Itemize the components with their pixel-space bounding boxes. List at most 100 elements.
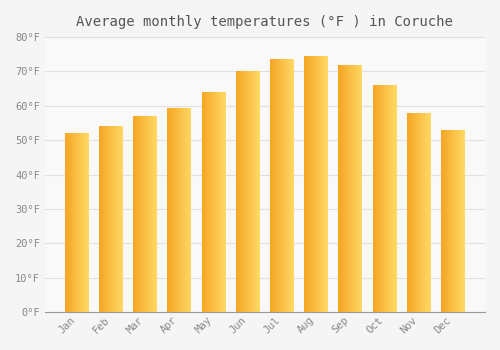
Bar (387, 85, 388, 312)
Bar (410, 113, 411, 312)
Bar (279, 60, 280, 312)
Bar (146, 116, 147, 312)
Bar (346, 65, 347, 312)
Bar (68, 133, 69, 312)
Bar (240, 71, 241, 312)
Bar (114, 126, 115, 312)
Bar (461, 130, 462, 312)
Bar (419, 113, 420, 312)
Bar (134, 116, 135, 312)
Bar (451, 130, 452, 312)
Bar (115, 126, 116, 312)
Bar (122, 126, 123, 312)
Bar (444, 130, 445, 312)
Bar (74, 133, 75, 312)
Bar (136, 116, 137, 312)
Bar (322, 56, 323, 312)
Bar (88, 133, 89, 312)
Bar (314, 56, 316, 312)
Bar (355, 65, 356, 312)
Bar (460, 130, 461, 312)
Bar (416, 113, 417, 312)
Bar (306, 56, 307, 312)
Bar (386, 85, 387, 312)
Bar (106, 126, 108, 312)
Bar (378, 85, 379, 312)
Bar (289, 60, 290, 312)
Bar (106, 126, 107, 312)
Bar (277, 60, 278, 312)
Bar (141, 116, 142, 312)
Bar (290, 60, 291, 312)
Bar (449, 130, 450, 312)
Bar (374, 85, 375, 312)
Bar (66, 133, 67, 312)
Bar (183, 107, 184, 312)
Bar (450, 130, 451, 312)
Bar (188, 107, 189, 312)
Bar (224, 92, 225, 312)
Bar (111, 126, 112, 312)
Bar (73, 133, 74, 312)
Bar (186, 107, 187, 312)
Bar (360, 65, 361, 312)
Bar (179, 107, 180, 312)
Bar (99, 126, 100, 312)
Bar (108, 126, 109, 312)
Bar (246, 71, 247, 312)
Bar (447, 130, 448, 312)
Bar (372, 85, 373, 312)
Bar (221, 92, 222, 312)
Bar (243, 71, 244, 312)
Bar (102, 126, 103, 312)
Bar (272, 60, 273, 312)
Bar (207, 92, 208, 312)
Bar (458, 130, 459, 312)
Bar (80, 133, 81, 312)
Bar (380, 85, 381, 312)
Bar (421, 113, 422, 312)
Bar (271, 60, 272, 312)
Bar (376, 85, 377, 312)
Bar (348, 65, 349, 312)
Bar (341, 65, 342, 312)
Bar (430, 113, 431, 312)
Bar (217, 92, 218, 312)
Bar (428, 113, 429, 312)
Bar (441, 130, 442, 312)
Bar (110, 126, 111, 312)
Bar (171, 107, 172, 312)
Bar (168, 107, 169, 312)
Bar (283, 60, 284, 312)
Bar (212, 92, 213, 312)
Bar (85, 133, 86, 312)
Bar (65, 133, 66, 312)
Bar (215, 92, 216, 312)
Bar (276, 60, 277, 312)
Bar (278, 60, 279, 312)
Bar (205, 92, 206, 312)
Bar (353, 65, 354, 312)
Bar (413, 113, 414, 312)
Bar (457, 130, 458, 312)
Bar (175, 107, 176, 312)
Bar (206, 92, 207, 312)
Bar (78, 133, 79, 312)
Bar (292, 60, 293, 312)
Bar (137, 116, 138, 312)
Bar (377, 85, 378, 312)
Bar (81, 133, 82, 312)
Bar (259, 71, 260, 312)
Bar (427, 113, 428, 312)
Bar (191, 107, 192, 312)
Bar (382, 85, 383, 312)
Bar (408, 113, 410, 312)
Bar (448, 130, 449, 312)
Bar (180, 107, 181, 312)
Bar (147, 116, 148, 312)
Bar (379, 85, 380, 312)
Bar (152, 116, 153, 312)
Bar (78, 133, 80, 312)
Bar (391, 85, 392, 312)
Bar (285, 60, 286, 312)
